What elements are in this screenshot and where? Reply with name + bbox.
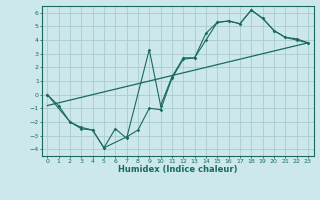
X-axis label: Humidex (Indice chaleur): Humidex (Indice chaleur): [118, 165, 237, 174]
